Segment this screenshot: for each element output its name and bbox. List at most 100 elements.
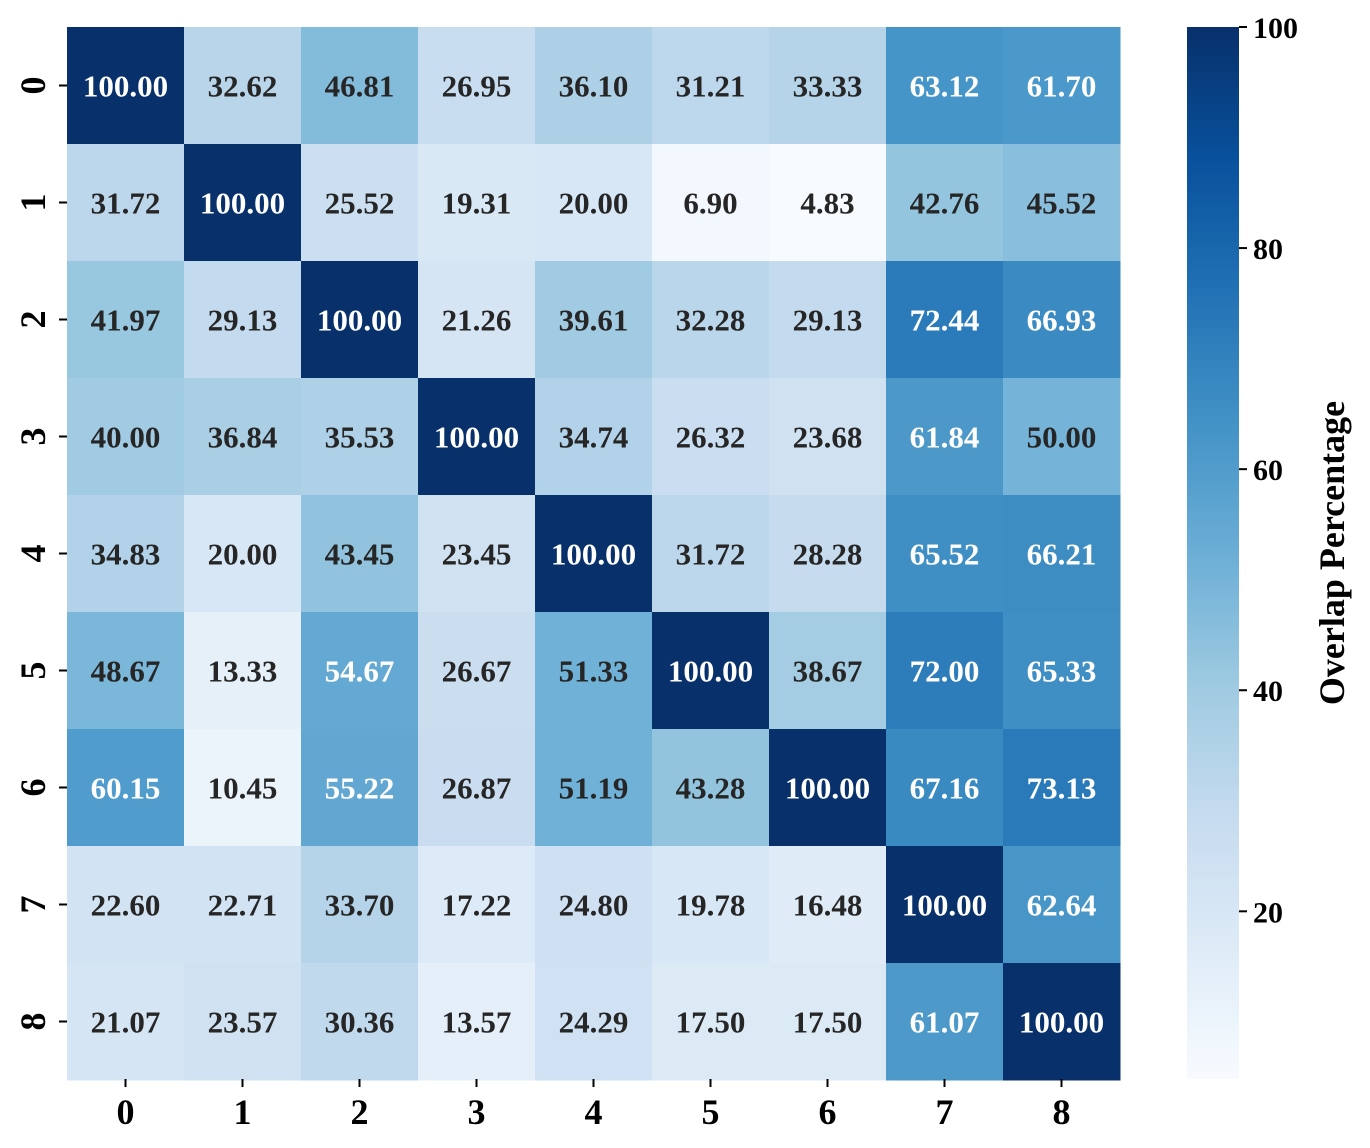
cell-value-label: 31.21 [676, 69, 746, 104]
cell-value-label: 23.68 [793, 420, 863, 455]
heatmap-cell [67, 261, 185, 379]
cell-value-label: 63.12 [910, 69, 980, 104]
heatmap-cell [67, 612, 185, 730]
heatmap-cell [886, 378, 1004, 496]
cell-value-label: 16.48 [793, 888, 863, 923]
heatmap-cell [301, 729, 419, 847]
heatmap-cell [886, 495, 1004, 613]
heatmap-cell [301, 495, 419, 613]
heatmap-cell [886, 144, 1004, 262]
heatmap-cell [67, 378, 185, 496]
cell-value-label: 19.78 [676, 888, 746, 923]
heatmap-cell [184, 612, 302, 730]
heatmap-cell [184, 261, 302, 379]
x-tick-label: 0 [117, 1092, 135, 1132]
cell-value-label: 23.45 [442, 537, 512, 572]
heatmap-cell [301, 27, 419, 145]
cell-value-label: 41.97 [91, 303, 161, 338]
heatmap-cell [535, 846, 653, 964]
heatmap-cell [67, 846, 185, 964]
cell-value-label: 33.33 [793, 69, 863, 104]
heatmap-cells [67, 27, 1121, 1081]
heatmap-cell [1003, 729, 1121, 847]
heatmap-cell [418, 378, 536, 496]
cell-value-label: 17.22 [442, 888, 512, 923]
cell-value-label: 28.28 [793, 537, 863, 572]
cell-value-label: 46.81 [325, 69, 395, 104]
cell-value-label: 31.72 [91, 186, 161, 221]
cell-value-label: 4.83 [800, 186, 854, 221]
cell-value-label: 22.71 [208, 888, 278, 923]
heatmap-cell [535, 27, 653, 145]
heatmap-cell [769, 144, 887, 262]
cell-value-label: 60.15 [91, 771, 161, 806]
x-axis: 0 1 2 3 4 5 6 7 8 [117, 1079, 1071, 1132]
colorbar-tick-label: 80 [1253, 233, 1283, 266]
y-tick-label: 0 [13, 77, 53, 95]
x-tick-label: 8 [1053, 1092, 1071, 1132]
cell-value-label: 34.83 [91, 537, 161, 572]
colorbar [1187, 27, 1239, 1079]
cell-value-label: 45.52 [1027, 186, 1097, 221]
cell-value-label: 100.00 [785, 771, 870, 806]
colorbar-tick-label: 40 [1253, 675, 1283, 708]
heatmap-cell [67, 27, 185, 145]
heatmap-cell-labels: 100.00 32.62 46.81 26.95 36.10 31.21 33.33 63.1… [83, 69, 1104, 1040]
heatmap-cell [535, 261, 653, 379]
cell-value-label: 50.00 [1027, 420, 1097, 455]
cell-value-label: 43.28 [676, 771, 746, 806]
heatmap-cell [1003, 612, 1121, 730]
cell-value-label: 66.93 [1027, 303, 1097, 338]
x-tick-label: 6 [819, 1092, 837, 1132]
heatmap-cell [886, 261, 1004, 379]
cell-value-label: 61.07 [910, 1005, 980, 1040]
heatmap-cell [1003, 495, 1121, 613]
cell-value-label: 54.67 [325, 654, 395, 689]
cell-value-label: 43.45 [325, 537, 395, 572]
y-tick-label: 3 [13, 428, 53, 446]
heatmap-cell [1003, 261, 1121, 379]
heatmap-cell [652, 144, 770, 262]
y-tick-label: 1 [13, 194, 53, 212]
y-tick-label: 6 [13, 779, 53, 797]
colorbar-tick-label: 20 [1253, 896, 1283, 929]
cell-value-label: 100.00 [317, 303, 402, 338]
heatmap-cell [535, 378, 653, 496]
heatmap-cell [418, 963, 536, 1081]
cell-value-label: 22.60 [91, 888, 161, 923]
x-tick-label: 7 [936, 1092, 954, 1132]
heatmap-cell [301, 144, 419, 262]
heatmap-cell [886, 963, 1004, 1081]
heatmap-cell [769, 729, 887, 847]
heatmap-cell [184, 729, 302, 847]
x-tick-label: 4 [585, 1092, 603, 1132]
cell-value-label: 100.00 [902, 888, 987, 923]
cell-value-label: 26.32 [676, 420, 746, 455]
cell-value-label: 100.00 [200, 186, 285, 221]
x-tick-label: 2 [351, 1092, 369, 1132]
heatmap-cell [301, 261, 419, 379]
cell-value-label: 100.00 [83, 69, 168, 104]
cell-value-label: 20.00 [559, 186, 629, 221]
cell-value-label: 67.16 [910, 771, 980, 806]
heatmap-cell [769, 27, 887, 145]
heatmap-cell [67, 144, 185, 262]
cell-value-label: 65.33 [1027, 654, 1097, 689]
cell-value-label: 17.50 [793, 1005, 863, 1040]
heatmap-cell [184, 846, 302, 964]
heatmap-cell [1003, 27, 1121, 145]
cell-value-label: 100.00 [434, 420, 519, 455]
cell-value-label: 72.44 [910, 303, 980, 338]
cell-value-label: 100.00 [1019, 1005, 1104, 1040]
heatmap-cell [769, 495, 887, 613]
heatmap-cell [418, 729, 536, 847]
cell-value-label: 65.52 [910, 537, 980, 572]
cell-value-label: 36.10 [559, 69, 629, 104]
cell-value-label: 39.61 [559, 303, 629, 338]
colorbar-gradient [1187, 27, 1239, 1079]
cell-value-label: 51.33 [559, 654, 629, 689]
heatmap-cell [184, 27, 302, 145]
heatmap-cell [1003, 963, 1121, 1081]
cell-value-label: 62.64 [1027, 888, 1097, 923]
